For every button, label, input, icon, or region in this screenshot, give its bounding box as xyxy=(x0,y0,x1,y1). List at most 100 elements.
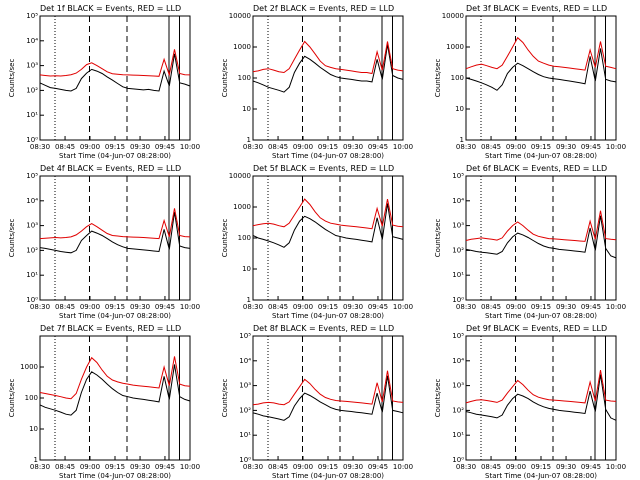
y-tick-label: 10⁴ xyxy=(26,37,38,45)
series-line-lld xyxy=(39,49,191,77)
y-tick-label: 10¹ xyxy=(452,431,464,439)
x-axis-label: Start Time (04-Jun-07 08:28:00) xyxy=(485,152,597,160)
y-tick-label: 10⁴ xyxy=(26,197,38,205)
x-tick-label: 09:00 xyxy=(506,303,526,311)
chart-panel-2: Det 2f BLACK = Events, RED = LLD 1 10 100 10… xyxy=(221,4,413,160)
x-tick-label: 09:45 xyxy=(155,143,175,151)
x-tick-label: 08:45 xyxy=(268,143,288,151)
x-tick-label: 10:00 xyxy=(393,303,413,311)
y-tick-label: 10³ xyxy=(26,62,38,70)
series-line-events xyxy=(465,48,617,91)
x-tick-label: 08:45 xyxy=(481,463,501,471)
x-axis-label: Start Time (04-Jun-07 08:28:00) xyxy=(59,312,171,320)
x-tick-label: 09:30 xyxy=(130,143,150,151)
x-tick-label: 09:00 xyxy=(293,303,313,311)
y-tick-label: 10⁰ xyxy=(452,296,464,304)
x-tick-label: 09:45 xyxy=(368,143,388,151)
y-tick-label: 10³ xyxy=(452,382,464,390)
x-axis-label: Start Time (04-Jun-07 08:28:00) xyxy=(272,152,384,160)
x-axis-label: Start Time (04-Jun-07 08:28:00) xyxy=(272,472,384,480)
x-tick-label: 08:45 xyxy=(268,463,288,471)
y-axis-label: Counts/sec xyxy=(221,219,229,258)
x-tick-label: 09:15 xyxy=(531,143,551,151)
chart-panel-8: Det 8f BLACK = Events, RED = LLD 10⁰ 10¹ 10… xyxy=(221,324,413,480)
x-tick-label: 08:30 xyxy=(243,303,263,311)
y-tick-label: 10 xyxy=(242,265,251,273)
x-axis-label: Start Time (04-Jun-07 08:28:00) xyxy=(485,472,597,480)
y-axis-label: Counts/sec xyxy=(221,379,229,418)
y-tick-label: 1000 xyxy=(233,203,251,211)
x-tick-label: 08:45 xyxy=(481,303,501,311)
x-tick-label: 10:00 xyxy=(606,143,626,151)
plot-frame xyxy=(465,15,617,141)
y-tick-label: 10⁵ xyxy=(239,332,251,340)
series-line-events xyxy=(39,212,191,254)
y-tick-label: 10⁰ xyxy=(452,456,464,464)
chart-panel-5: Det 5f BLACK = Events, RED = LLD 1 10 100 10… xyxy=(221,164,413,320)
x-tick-label: 09:30 xyxy=(343,303,363,311)
x-tick-label: 09:00 xyxy=(293,143,313,151)
series-line-lld xyxy=(39,208,191,240)
x-tick-label: 08:30 xyxy=(456,303,476,311)
x-tick-label: 09:45 xyxy=(368,463,388,471)
chart-panel-9: Det 9f BLACK = Events, RED = LLD 10⁰ 10¹ 10… xyxy=(434,324,626,480)
x-axis-label: Start Time (04-Jun-07 08:28:00) xyxy=(59,152,171,160)
series-line-events xyxy=(252,375,404,421)
x-tick-label: 08:45 xyxy=(268,303,288,311)
y-tick-label: 100 xyxy=(238,234,251,242)
y-tick-label: 10² xyxy=(452,406,464,414)
x-tick-label: 09:00 xyxy=(80,143,100,151)
x-tick-label: 10:00 xyxy=(393,143,413,151)
y-tick-label: 10000 xyxy=(229,172,251,180)
y-tick-label: 100 xyxy=(238,74,251,82)
x-axis-label: Start Time (04-Jun-07 08:28:00) xyxy=(59,472,171,480)
y-axis-label: Counts/sec xyxy=(8,59,16,98)
plot-frame xyxy=(252,175,404,301)
plot-frame xyxy=(465,175,617,301)
y-tick-label: 1000 xyxy=(233,43,251,51)
series-line-lld xyxy=(465,36,617,71)
y-tick-label: 10² xyxy=(26,246,38,254)
x-tick-label: 10:00 xyxy=(180,463,200,471)
panel-title: Det 3f BLACK = Events, RED = LLD xyxy=(466,4,607,13)
x-tick-label: 09:15 xyxy=(318,463,338,471)
y-tick-label: 10000 xyxy=(229,12,251,20)
y-tick-label: 10 xyxy=(455,105,464,113)
y-tick-label: 10⁴ xyxy=(452,197,464,205)
y-tick-label: 10¹ xyxy=(452,271,464,279)
plot-frame xyxy=(252,15,404,141)
x-tick-label: 08:30 xyxy=(456,143,476,151)
series-line-events xyxy=(39,53,191,92)
y-tick-label: 10³ xyxy=(26,222,38,230)
x-tick-label: 09:30 xyxy=(556,463,576,471)
x-tick-label: 09:15 xyxy=(105,463,125,471)
x-tick-label: 09:15 xyxy=(318,143,338,151)
x-tick-label: 08:30 xyxy=(243,463,263,471)
x-tick-label: 09:45 xyxy=(581,303,601,311)
y-tick-label: 10⁰ xyxy=(26,136,38,144)
y-tick-label: 10⁵ xyxy=(452,172,464,180)
x-tick-label: 09:30 xyxy=(556,143,576,151)
y-tick-label: 10² xyxy=(26,86,38,94)
series-line-lld xyxy=(39,356,191,400)
y-tick-label: 10 xyxy=(29,425,38,433)
series-line-lld xyxy=(252,370,404,406)
y-tick-label: 100 xyxy=(25,394,38,402)
y-tick-label: 10¹ xyxy=(26,111,38,119)
series-line-lld xyxy=(465,210,617,242)
x-tick-label: 09:00 xyxy=(80,463,100,471)
y-axis-label: Counts/sec xyxy=(434,59,442,98)
y-tick-label: 10⁰ xyxy=(26,296,38,304)
x-tick-label: 08:30 xyxy=(30,463,50,471)
y-tick-label: 1000 xyxy=(20,363,38,371)
panel-title: Det 8f BLACK = Events, RED = LLD xyxy=(253,324,394,333)
y-tick-label: 1 xyxy=(247,296,251,304)
x-tick-label: 09:45 xyxy=(155,303,175,311)
y-tick-label: 10² xyxy=(239,406,251,414)
series-line-lld xyxy=(252,198,404,230)
chart-panel-3: Det 3f BLACK = Events, RED = LLD 1 10 100 10… xyxy=(434,4,626,160)
y-tick-label: 10³ xyxy=(452,222,464,230)
y-tick-label: 10 xyxy=(242,105,251,113)
y-tick-label: 10¹ xyxy=(239,431,251,439)
y-tick-label: 1000 xyxy=(446,43,464,51)
